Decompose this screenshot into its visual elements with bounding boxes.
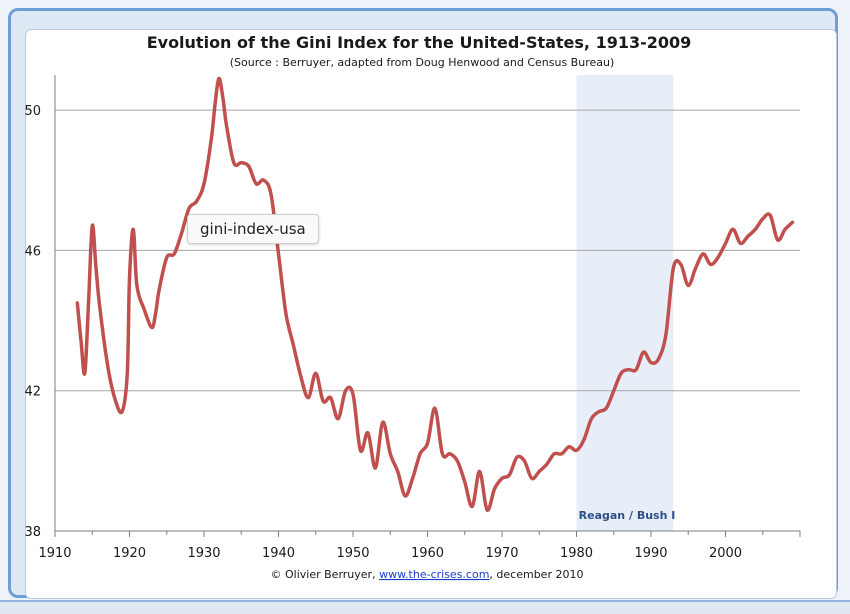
credit-prefix: © Olivier Berruyer, bbox=[271, 568, 380, 581]
bottom-strip bbox=[0, 600, 850, 614]
x-tick-label-2000: 2000 bbox=[709, 546, 742, 561]
shaded-region-reagan-bush bbox=[576, 75, 674, 531]
y-tick-label-46: 46 bbox=[24, 244, 41, 259]
y-tick-label-50: 50 bbox=[24, 104, 41, 119]
window-frame bbox=[8, 8, 838, 599]
x-tick-label-1980: 1980 bbox=[560, 546, 593, 561]
x-tick-label-1920: 1920 bbox=[113, 546, 146, 561]
credit-link[interactable]: www.the-crises.com bbox=[379, 568, 489, 581]
x-tick-label-1970: 1970 bbox=[485, 546, 518, 561]
chart-title: Evolution of the Gini Index for the Unit… bbox=[147, 33, 692, 52]
y-tick-label-42: 42 bbox=[24, 385, 41, 400]
gini-index-series-line bbox=[75, 76, 795, 512]
x-tick-label-1950: 1950 bbox=[336, 546, 369, 561]
y-tick-label-38: 38 bbox=[24, 525, 41, 540]
x-tick-label-1930: 1930 bbox=[187, 546, 220, 561]
series-tooltip: gini-index-usa bbox=[187, 214, 319, 244]
x-tick-label-1940: 1940 bbox=[262, 546, 295, 561]
credit-suffix: , december 2010 bbox=[489, 568, 583, 581]
x-tick-label-1990: 1990 bbox=[634, 546, 667, 561]
chart-panel bbox=[25, 29, 837, 599]
shaded-region-label: Reagan / Bush I bbox=[579, 509, 676, 522]
chart-credit: © Olivier Berruyer, www.the-crises.com, … bbox=[271, 568, 584, 581]
x-tick-label-1960: 1960 bbox=[411, 546, 444, 561]
x-tick-label-1910: 1910 bbox=[38, 546, 71, 561]
chart-subtitle: (Source : Berruyer, adapted from Doug He… bbox=[230, 56, 615, 69]
